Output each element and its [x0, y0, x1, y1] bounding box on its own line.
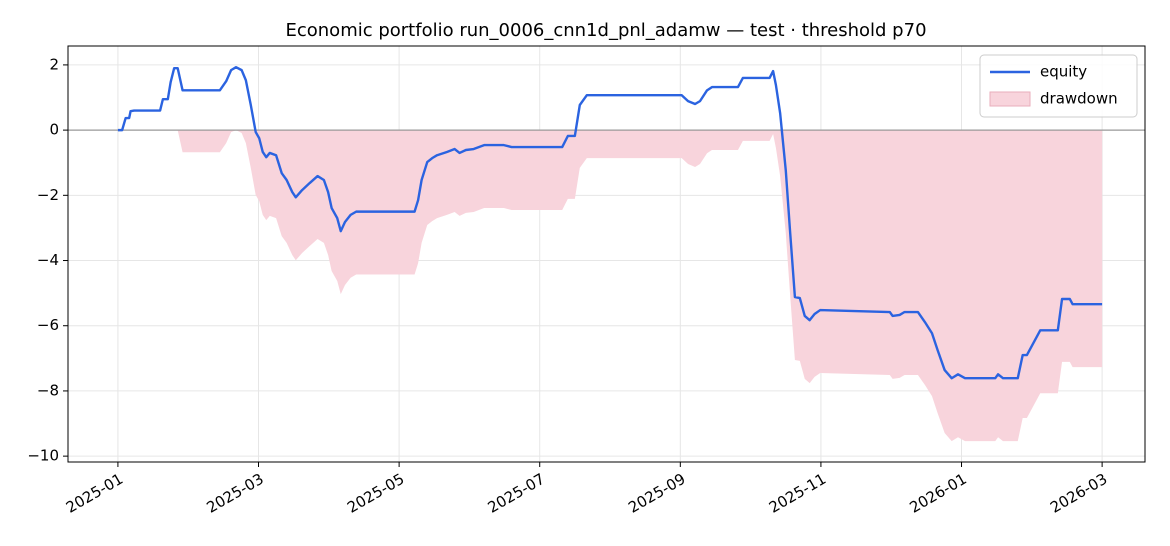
x-tick-label: 2025-01 [63, 470, 126, 517]
y-tick-label: −2 [37, 186, 59, 204]
y-tick-label: 0 [49, 121, 59, 139]
legend-label: equity [1040, 63, 1087, 81]
legend-label: drawdown [1040, 90, 1118, 108]
x-tick-label: 2025-09 [625, 470, 688, 517]
equity-line [117, 65, 1103, 380]
y-tick-label: −10 [27, 447, 59, 465]
legend-swatch [989, 91, 1031, 107]
x-tick-label: 2025-07 [485, 470, 548, 517]
y-tick-label: −4 [37, 251, 59, 269]
x-tick-label: 2025-03 [203, 470, 266, 517]
plot-frame [67, 45, 1146, 463]
x-tick-label: 2025-11 [766, 470, 829, 517]
chart-title: Economic portfolio run_0006_cnn1d_pnl_ad… [285, 20, 926, 41]
x-tick-label: 2025-05 [344, 470, 407, 517]
y-tick-label: −6 [37, 316, 59, 334]
drawdown-area [117, 130, 1103, 442]
x-tick-label: 2026-03 [1047, 470, 1110, 517]
y-tick-label: −8 [37, 381, 59, 399]
x-tick-label: 2026-01 [906, 470, 969, 517]
y-tick-label: 2 [49, 55, 59, 73]
